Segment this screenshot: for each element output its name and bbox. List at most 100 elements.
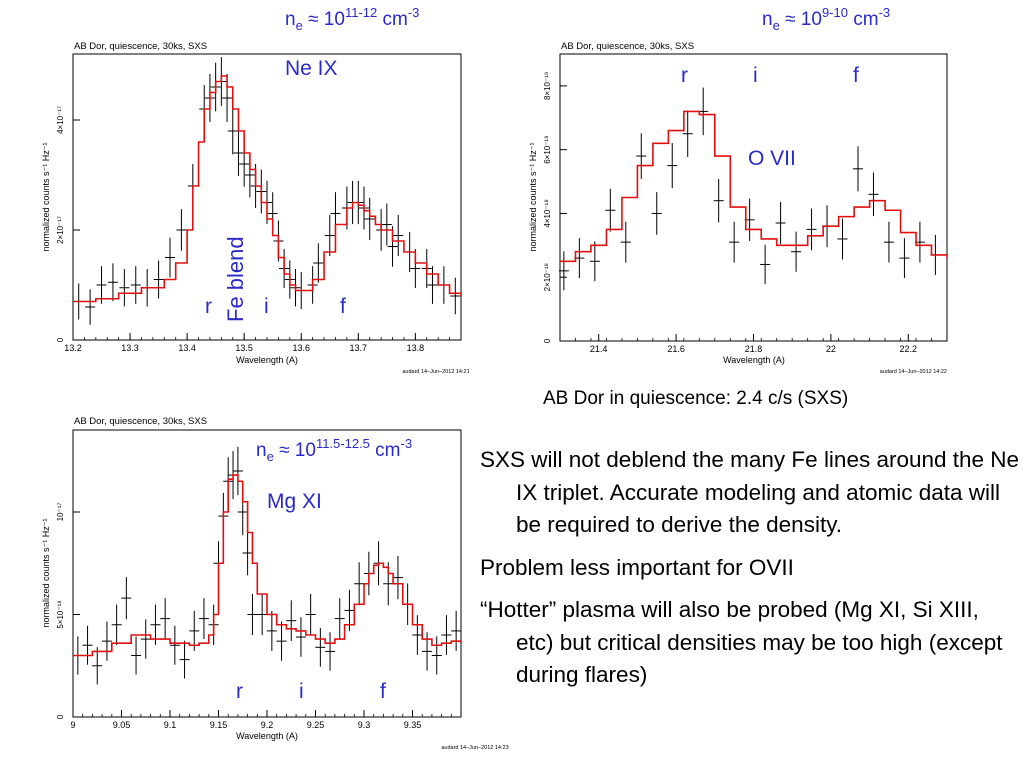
data-point bbox=[791, 231, 802, 272]
ion-label: O VII bbox=[748, 147, 796, 170]
y-tick-label: 2×10⁻¹⁷ bbox=[56, 216, 65, 244]
data-point bbox=[266, 610, 277, 651]
data-point bbox=[305, 593, 316, 636]
x-tick-label: 9.15 bbox=[210, 720, 228, 730]
chart-o-vii: AB Dor, quiescence, 30ks, SXS 21.4 21.6 21… bbox=[528, 5, 948, 375]
bullet-item: “Hotter” plasma will also be probed (Mg … bbox=[480, 597, 1003, 687]
data-point bbox=[96, 266, 107, 304]
x-tick-label: 22 bbox=[826, 344, 836, 354]
data-point bbox=[334, 598, 345, 640]
data-point bbox=[140, 619, 151, 659]
y-axis: 0 5×10⁻¹⁸ 10⁻¹⁷ bbox=[56, 503, 80, 719]
data-point bbox=[179, 640, 190, 679]
data-point bbox=[101, 621, 112, 661]
data-point bbox=[760, 244, 771, 285]
footer-stamp: audard 14–Jun–2012 14:21 bbox=[402, 369, 469, 375]
data-point bbox=[82, 625, 93, 665]
data-point bbox=[451, 610, 462, 651]
y-tick-label: 6×10⁻¹⁸ bbox=[543, 136, 552, 164]
x-tick-label: 21.4 bbox=[590, 344, 608, 354]
data-point bbox=[651, 192, 662, 235]
data-point bbox=[121, 577, 132, 620]
data-point bbox=[412, 615, 423, 655]
data-point bbox=[682, 110, 693, 158]
density-label: ne ≈ 1011-12 cm-3 bbox=[285, 5, 419, 33]
panel-title: AB Dor, quiescence, 30ks, SXS bbox=[74, 416, 207, 427]
density-label: ne ≈ 109-10 cm-3 bbox=[762, 5, 890, 33]
data-point bbox=[325, 632, 336, 671]
model-curve bbox=[73, 474, 462, 657]
footer-stamp: audard 14–Jun–2012 14:23 bbox=[441, 745, 508, 751]
y-tick-label: 4×10⁻¹⁷ bbox=[56, 106, 65, 134]
x-tick-label: 13.7 bbox=[350, 343, 368, 353]
data-point bbox=[868, 172, 879, 217]
x-tick-label: 9.1 bbox=[164, 720, 177, 730]
data-point bbox=[130, 266, 141, 304]
x-tick-label: 21.8 bbox=[745, 344, 763, 354]
i-line-label: i bbox=[753, 64, 758, 87]
data-point bbox=[232, 446, 243, 496]
plot-frame bbox=[559, 53, 948, 342]
data-points bbox=[72, 446, 462, 685]
data-point bbox=[883, 221, 894, 263]
blend-label: Fe blend bbox=[223, 236, 248, 322]
data-point bbox=[247, 593, 258, 636]
x-axis: 9 9.05 9.1 9.15 9.2 9.25 9.3 9.35 bbox=[70, 710, 462, 730]
data-point bbox=[257, 593, 268, 636]
chart-ne-ix: AB Dor, quiescence, 30ks, SXS 13.2 13.3 13… bbox=[41, 5, 470, 375]
ion-label: Mg XI bbox=[267, 490, 322, 513]
bullet-item: SXS will not deblend the many Fe lines a… bbox=[480, 447, 1020, 537]
data-point bbox=[620, 221, 631, 263]
density-label: ne ≈ 1011.5-12.5 cm-3 bbox=[256, 436, 412, 464]
data-point bbox=[169, 625, 180, 665]
panel-title: AB Dor, quiescence, 30ks, SXS bbox=[561, 41, 694, 52]
f-line-label: f bbox=[853, 64, 859, 87]
x-tick-label: 9.05 bbox=[113, 720, 131, 730]
ion-label: Ne IX bbox=[285, 57, 338, 80]
x-tick-label: 9.3 bbox=[358, 720, 371, 730]
data-point bbox=[422, 632, 433, 671]
data-point bbox=[165, 237, 175, 278]
chart-mg-xi: AB Dor, quiescence, 30ks, SXS 9 9.05 9.1 9.… bbox=[41, 416, 509, 751]
data-point bbox=[160, 598, 171, 640]
data-point bbox=[242, 530, 253, 576]
panel-title: AB Dor, quiescence, 30ks, SXS bbox=[74, 41, 207, 52]
data-point bbox=[364, 197, 375, 241]
data-point bbox=[111, 604, 122, 645]
x-axis: 13.2 13.3 13.4 13.5 13.6 13.7 13.8 bbox=[64, 333, 462, 353]
plot-frame bbox=[72, 429, 462, 718]
x-tick-label: 13.2 bbox=[64, 343, 82, 353]
bullet-list: SXS will not deblend the many Fe lines a… bbox=[480, 444, 1020, 702]
r-line-label: r bbox=[236, 680, 243, 703]
x-tick-label: 13.8 bbox=[407, 343, 425, 353]
f-line-label: f bbox=[380, 680, 386, 703]
data-point bbox=[558, 251, 569, 291]
data-point bbox=[92, 647, 103, 685]
data-point bbox=[852, 146, 863, 192]
y-tick-label: 0 bbox=[56, 714, 65, 719]
y-tick-label: 0 bbox=[56, 337, 65, 342]
data-point bbox=[837, 218, 848, 260]
bullet-item: Problem less important for OVII bbox=[480, 554, 794, 580]
x-axis-label: Wavelength (A) bbox=[236, 731, 298, 741]
data-point bbox=[315, 627, 326, 667]
y-axis-label: normalized counts s⁻¹ Hz⁻¹ bbox=[41, 142, 51, 251]
data-point bbox=[276, 621, 287, 661]
r-line-label: r bbox=[205, 295, 212, 318]
x-tick-label: 9 bbox=[70, 720, 75, 730]
data-point bbox=[107, 263, 118, 302]
data-point bbox=[227, 107, 238, 155]
x-tick-label: 9.25 bbox=[307, 720, 325, 730]
y-tick-label: 8×10⁻¹⁸ bbox=[543, 72, 552, 100]
r-line-label: r bbox=[681, 64, 688, 87]
x-axis-label: Wavelength (A) bbox=[723, 355, 785, 365]
data-point bbox=[150, 604, 161, 645]
model-curve bbox=[73, 75, 462, 303]
data-point bbox=[667, 143, 678, 189]
y-axis: 0 2×10⁻¹⁷ 4×10⁻¹⁷ bbox=[56, 106, 80, 342]
data-point bbox=[589, 241, 600, 282]
x-tick-label: 13.5 bbox=[235, 343, 253, 353]
data-point bbox=[441, 615, 452, 655]
x-axis-label: Wavelength (A) bbox=[236, 355, 298, 365]
